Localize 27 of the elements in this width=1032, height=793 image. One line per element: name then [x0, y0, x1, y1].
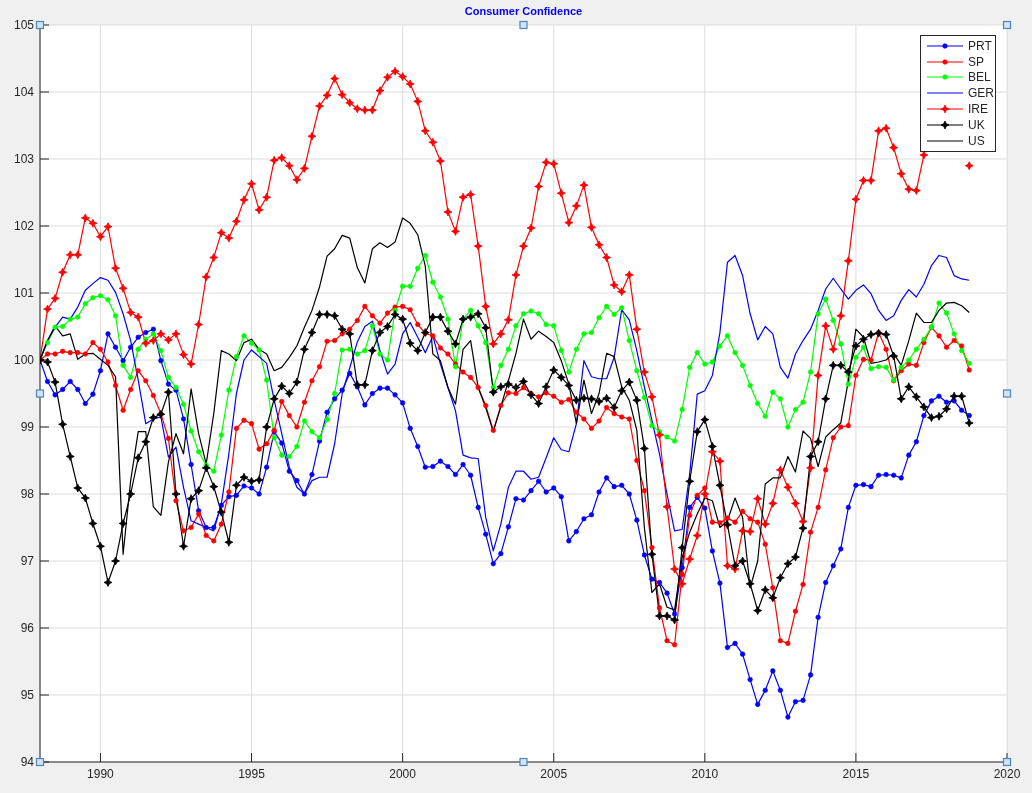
x-tick-label: 2015 [842, 766, 870, 781]
legend-label: SP [968, 54, 985, 69]
y-tick-label: 100 [13, 353, 35, 368]
y-tick-label: 103 [13, 152, 35, 167]
legend-label: GER [968, 86, 995, 101]
legend-label: PRT [968, 38, 992, 53]
x-tick-label: 2000 [389, 766, 417, 781]
y-tick-label: 95 [20, 688, 35, 703]
y-tick-label: 94 [20, 755, 35, 770]
legend-label: BEL [968, 70, 991, 85]
x-tick-label: 1995 [238, 766, 266, 781]
y-tick-label: 104 [13, 85, 35, 100]
x-tick-label: 1990 [87, 766, 115, 781]
legend-label: US [968, 133, 985, 148]
y-tick-label: 99 [20, 420, 35, 435]
legend-label: UK [968, 117, 985, 132]
y-tick-label: 97 [20, 554, 35, 569]
y-tick-label: 105 [13, 18, 35, 33]
y-tick-label: 98 [20, 487, 35, 502]
x-tick-label: 2020 [993, 766, 1021, 781]
legend-label: IRE [968, 102, 989, 117]
chart-title: Consumer Confidence [463, 5, 584, 17]
y-tick-label: 96 [20, 621, 35, 636]
x-tick-label: 2005 [540, 766, 568, 781]
y-tick-label: 101 [13, 286, 35, 301]
x-tick-label: 2010 [691, 766, 719, 781]
y-tick-label: 102 [13, 219, 35, 234]
